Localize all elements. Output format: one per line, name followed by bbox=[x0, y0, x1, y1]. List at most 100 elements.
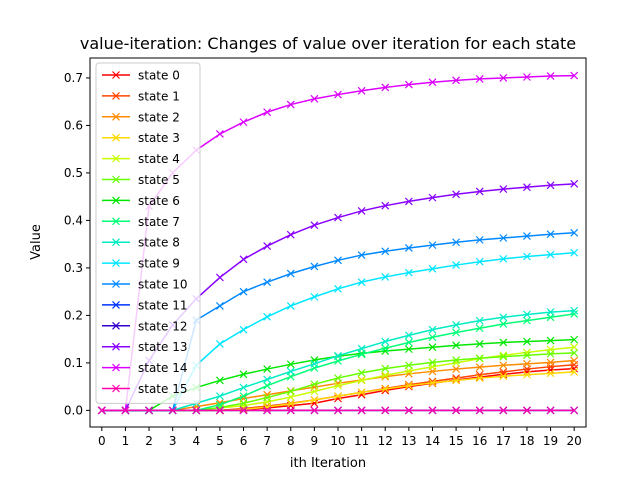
data-point bbox=[357, 350, 366, 359]
data-point bbox=[263, 312, 272, 321]
data-point bbox=[381, 201, 390, 210]
legend-marker bbox=[112, 300, 120, 309]
data-point bbox=[499, 254, 508, 263]
legend-marker bbox=[112, 280, 120, 288]
legend-marker bbox=[112, 175, 120, 184]
data-point bbox=[215, 301, 224, 310]
data-point bbox=[286, 367, 295, 376]
x-tick-label: 5 bbox=[216, 434, 224, 448]
data-point bbox=[334, 406, 342, 415]
data-point bbox=[263, 365, 272, 373]
data-point bbox=[310, 94, 319, 103]
x-tick-label: 13 bbox=[401, 434, 416, 448]
legend-label: state 6 bbox=[138, 194, 180, 208]
data-point bbox=[428, 333, 437, 342]
data-point bbox=[546, 358, 555, 367]
data-point bbox=[570, 248, 579, 257]
data-point bbox=[404, 197, 413, 206]
data-point bbox=[357, 251, 366, 260]
data-point bbox=[475, 363, 484, 372]
x-tick-label: 14 bbox=[425, 434, 440, 448]
data-point bbox=[286, 301, 295, 310]
data-point bbox=[570, 310, 579, 318]
legend-marker bbox=[112, 384, 120, 393]
data-point bbox=[215, 392, 224, 401]
data-point bbox=[239, 406, 248, 415]
data-point bbox=[546, 181, 555, 190]
x-tick-label: 11 bbox=[354, 434, 369, 448]
legend-marker bbox=[112, 154, 120, 163]
legend-label: state 9 bbox=[138, 257, 180, 271]
data-point bbox=[334, 284, 342, 293]
x-tick-label: 9 bbox=[311, 434, 319, 448]
data-point bbox=[546, 336, 555, 345]
data-point bbox=[428, 78, 437, 87]
data-point bbox=[310, 387, 319, 396]
data-point bbox=[145, 406, 153, 415]
legend-item: state 13 bbox=[102, 340, 187, 354]
x-tick-label: 17 bbox=[496, 434, 511, 448]
data-point bbox=[523, 351, 531, 360]
legend-marker bbox=[112, 71, 120, 79]
legend-item: state 12 bbox=[102, 319, 187, 333]
data-point bbox=[263, 375, 272, 384]
legend-label: state 7 bbox=[138, 215, 180, 229]
data-point bbox=[263, 406, 272, 415]
data-point bbox=[452, 320, 461, 329]
x-tick-label: 7 bbox=[263, 434, 271, 448]
data-point bbox=[570, 71, 579, 80]
data-point bbox=[523, 73, 531, 81]
data-point bbox=[452, 328, 461, 337]
data-point bbox=[523, 337, 531, 346]
data-point bbox=[475, 370, 484, 379]
data-point bbox=[381, 273, 390, 281]
data-point bbox=[357, 344, 366, 353]
y-tick-label: 0.5 bbox=[64, 166, 83, 180]
legend-marker bbox=[112, 91, 120, 100]
legend-item: state 7 bbox=[102, 215, 180, 229]
data-point bbox=[239, 399, 248, 408]
legend: state 0 state 1 state 2 state 3 state 4 state… bbox=[95, 62, 201, 404]
data-point bbox=[499, 351, 508, 360]
data-point bbox=[570, 335, 579, 344]
data-point bbox=[523, 183, 531, 192]
x-tick-label: 4 bbox=[192, 434, 200, 448]
data-point bbox=[523, 370, 531, 379]
data-point bbox=[357, 368, 366, 377]
data-point bbox=[428, 193, 437, 202]
y-tick-label: 0.6 bbox=[64, 118, 83, 132]
data-point bbox=[428, 241, 437, 250]
data-point bbox=[523, 406, 531, 415]
legend-item: state 8 bbox=[102, 236, 180, 250]
data-point bbox=[121, 406, 130, 415]
data-point bbox=[168, 406, 177, 415]
data-point bbox=[381, 364, 390, 373]
legend-label: state 11 bbox=[138, 298, 187, 312]
data-point bbox=[570, 306, 579, 315]
data-point bbox=[523, 310, 531, 319]
data-point bbox=[381, 83, 390, 92]
data-point bbox=[404, 381, 413, 390]
data-point bbox=[357, 86, 366, 95]
x-tick-label: 0 bbox=[98, 434, 106, 448]
data-point bbox=[570, 406, 579, 415]
data-point bbox=[428, 358, 437, 367]
data-point bbox=[310, 359, 319, 368]
data-point bbox=[357, 406, 366, 415]
data-point bbox=[499, 406, 508, 415]
data-point bbox=[428, 325, 437, 334]
legend-label: state 10 bbox=[138, 278, 187, 292]
data-point bbox=[570, 228, 579, 237]
data-point bbox=[428, 264, 437, 273]
data-point bbox=[286, 269, 295, 278]
legend-marker bbox=[112, 217, 120, 226]
data-point bbox=[546, 349, 555, 358]
y-tick-label: 0.2 bbox=[64, 308, 83, 322]
legend-item: state 14 bbox=[102, 361, 187, 375]
legend-marker bbox=[112, 259, 120, 268]
data-point bbox=[381, 344, 390, 353]
data-point bbox=[570, 356, 579, 365]
legend-marker bbox=[112, 321, 120, 330]
data-point bbox=[215, 400, 224, 409]
data-point bbox=[499, 320, 508, 328]
